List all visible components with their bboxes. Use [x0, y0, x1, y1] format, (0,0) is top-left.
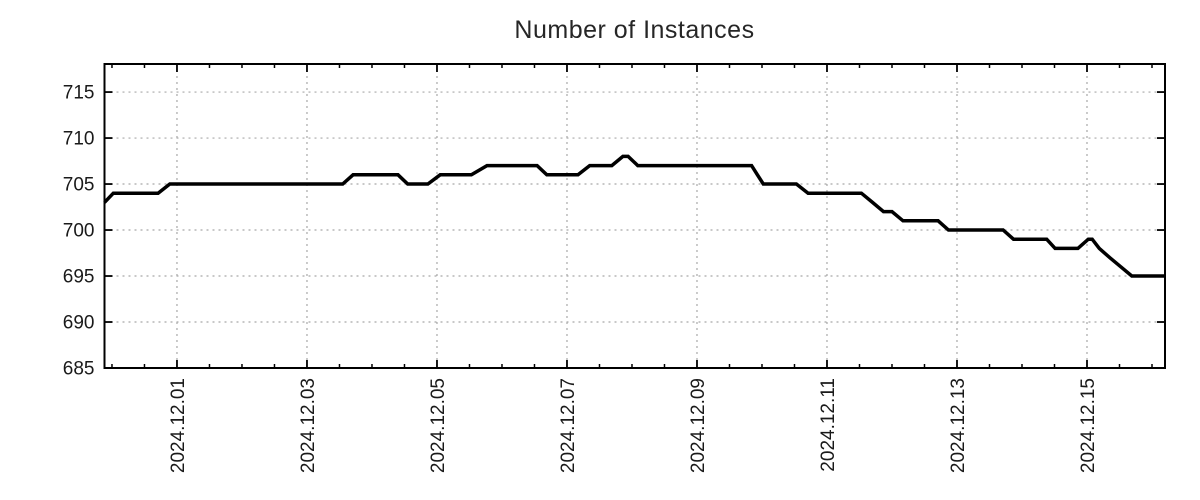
x-tick-label: 2024.12.15 — [1078, 378, 1099, 473]
y-tick-label: 715 — [63, 83, 95, 104]
x-tick-label: 2024.12.01 — [168, 378, 189, 473]
data-line-instances — [103, 154, 1165, 278]
chart-title: Number of Instances — [514, 16, 755, 44]
y-tick-label: 690 — [63, 313, 95, 334]
y-tick-label: 685 — [63, 359, 95, 380]
plot-border — [103, 63, 1166, 369]
x-tick-label: 2024.12.13 — [948, 378, 969, 473]
x-tick-label: 2024.12.05 — [428, 378, 449, 473]
y-tick-label: 705 — [63, 175, 95, 196]
y-tick-label: 700 — [63, 221, 95, 242]
x-tick-label: 2024.12.03 — [298, 378, 319, 473]
y-tick-label: 710 — [63, 129, 95, 150]
y-tick-label: 695 — [63, 267, 95, 288]
x-tick-label: 2024.12.09 — [688, 378, 709, 473]
x-tick-label: 2024.12.11 — [818, 378, 839, 472]
x-tick-label: 2024.12.07 — [558, 378, 579, 473]
